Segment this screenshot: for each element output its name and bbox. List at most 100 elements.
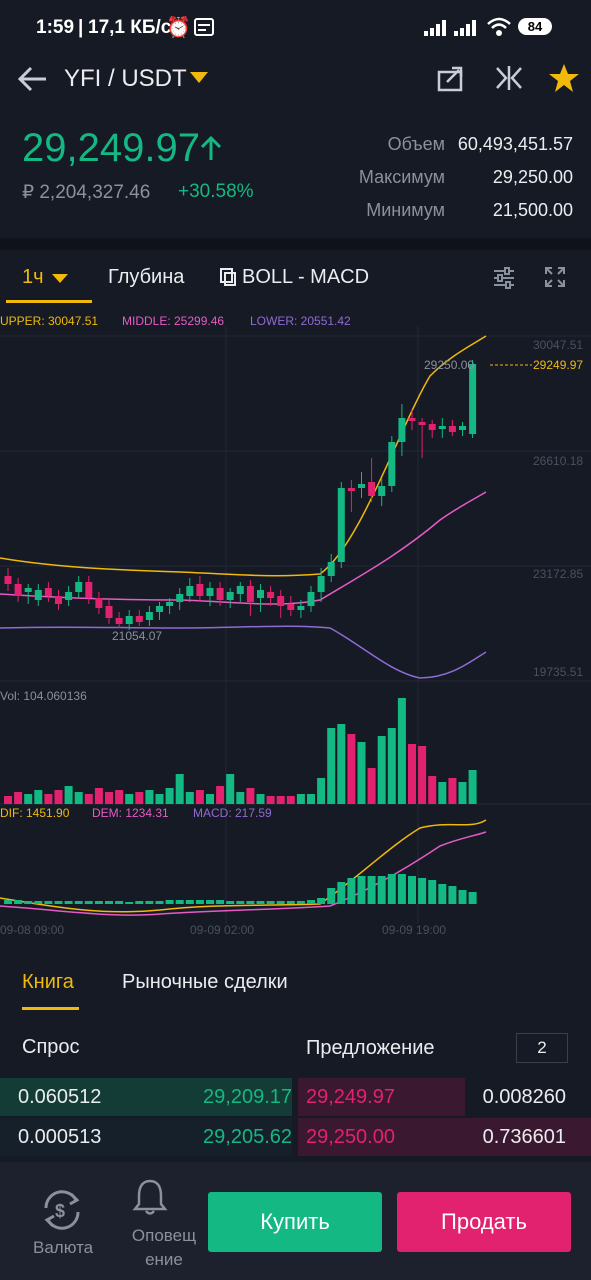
macd-histogram-bar: [307, 900, 315, 904]
candle-body: [448, 426, 456, 432]
volume-bar: [64, 786, 73, 804]
y-tick-label: 30047.51: [533, 338, 583, 352]
last-price-tag: 29249.97: [533, 358, 583, 372]
volume-bar: [377, 736, 386, 804]
macd-histogram-bar: [367, 876, 376, 904]
macd-histogram-bar: [105, 901, 113, 904]
depth-value: 2: [537, 1038, 547, 1057]
candle-body: [358, 484, 365, 488]
macd-histogram-bar: [357, 876, 366, 904]
bid-depth-bar: [0, 1118, 292, 1156]
tab-trades[interactable]: Рыночные сделки: [122, 971, 288, 993]
price-change: +30.58%: [178, 181, 254, 202]
battery-level: 84: [527, 19, 543, 34]
macd-histogram-bar: [337, 882, 346, 904]
table-row[interactable]: 0.000513 29,205.62 29,250.00 0.736601: [0, 1118, 591, 1156]
volume-bar: [387, 728, 396, 804]
macd-histogram-bar: [54, 901, 63, 904]
tab-indicators[interactable]: BOLL - MACD: [242, 266, 370, 288]
candle-body: [297, 606, 305, 610]
macd-histogram-bar: [84, 901, 93, 904]
boll-lower-label: LOWER: 20551.42: [250, 314, 351, 328]
currency-button[interactable]: $ Валюта: [22, 1180, 104, 1270]
stat-value: 60,493,451.57: [457, 134, 573, 154]
chevron-down-icon[interactable]: [190, 72, 208, 84]
chart-canvas[interactable]: UPPER: 30047.51 MIDDLE: 25299.46 LOWER: …: [0, 306, 591, 946]
compare-icon[interactable]: [494, 64, 524, 92]
candle-body: [196, 584, 204, 596]
fullscreen-icon[interactable]: [544, 266, 566, 288]
volume-bar: [84, 794, 93, 804]
stat-value: 21,500.00: [492, 200, 573, 220]
price-chart[interactable]: UPPER: 30047.51 MIDDLE: 25299.46 LOWER: …: [0, 306, 591, 946]
bottom-action-bar: $ Валюта Оповещение Купить Продать: [0, 1162, 591, 1280]
buy-button[interactable]: Купить: [208, 1192, 382, 1252]
depth-select[interactable]: 2: [516, 1033, 568, 1063]
boll-middle-line: [0, 491, 487, 605]
volume-bar: [428, 776, 437, 804]
volume-bar: [337, 724, 346, 804]
macd-dif-label: DIF: 1451.90: [0, 806, 70, 820]
macd-histogram-bar: [4, 900, 12, 904]
status-time: 1:59: [36, 17, 75, 38]
candle-body: [55, 596, 62, 604]
table-row[interactable]: 0.060512 29,209.17 29,249.97 0.008260: [0, 1078, 591, 1116]
candle-body: [156, 606, 163, 612]
macd-panel: [0, 819, 487, 916]
volume-bar: [195, 790, 204, 804]
volume-bar: [155, 794, 164, 804]
x-tick-label: 09-08 09:00: [0, 923, 64, 937]
pair-title[interactable]: YFI / USDT: [64, 65, 187, 92]
chevron-down-icon: [52, 274, 68, 283]
macd-histogram-bar: [317, 898, 326, 904]
candle-body: [398, 418, 406, 442]
chart-tabs: 1ч Глубина BOLL - MACD: [0, 250, 591, 306]
bid-price: 29,209.17: [203, 1086, 292, 1108]
candle-body: [135, 616, 143, 622]
volume-bar: [14, 792, 23, 804]
back-arrow-icon[interactable]: [16, 64, 50, 94]
status-bar: 1:59 | 17,1 КБ/с ⏰ 84: [0, 0, 591, 54]
volume-bar: [438, 782, 447, 804]
volume-bar: [206, 794, 214, 804]
macd-histogram-bar: [256, 901, 265, 904]
bell-icon: [132, 1179, 168, 1215]
volume-bar: [105, 792, 113, 804]
candle-body: [115, 618, 123, 624]
bid-amount: 0.060512: [18, 1086, 102, 1108]
macd-histogram-bar: [115, 901, 124, 904]
ask-amount: 0.736601: [482, 1126, 566, 1148]
price-summary: 29,249.97 ₽ 2,204,327.46 +30.58% Объем 6…: [0, 118, 591, 238]
stat-label: Объем: [387, 134, 445, 154]
star-icon[interactable]: [548, 62, 580, 94]
candle-body: [327, 562, 335, 576]
volume-bar: [367, 768, 376, 804]
settings-sliders-icon[interactable]: [492, 266, 516, 290]
volume-bar: [286, 796, 295, 804]
tab-depth[interactable]: Глубина: [108, 266, 185, 288]
sell-label: Продать: [441, 1209, 527, 1234]
candle-body: [459, 426, 466, 430]
macd-histogram-bar: [448, 886, 457, 904]
volume-bar: [256, 794, 265, 804]
volume-bar: [236, 792, 245, 804]
candle-body: [125, 616, 133, 624]
volume-label: Vol: 104.060136: [0, 689, 87, 703]
alerts-button[interactable]: Оповещение: [128, 1176, 204, 1276]
signal-icon: [454, 20, 476, 36]
candle-body: [317, 576, 325, 592]
tab-book[interactable]: Книга: [22, 971, 74, 993]
candle-body: [105, 606, 113, 618]
interval-label: 1ч: [22, 266, 44, 288]
volume-bar: [448, 778, 457, 804]
share-icon[interactable]: [437, 64, 465, 92]
macd-histogram-bar: [125, 902, 134, 904]
volume-bar: [175, 774, 184, 804]
interval-tab[interactable]: 1ч: [6, 250, 92, 306]
volume-bar: [246, 788, 255, 804]
y-tick-label: 23172.85: [533, 567, 583, 581]
macd-histogram-bar: [286, 901, 295, 904]
ask-depth-bar: [298, 1078, 465, 1116]
stat-label: Максимум: [358, 167, 445, 187]
sell-button[interactable]: Продать: [397, 1192, 571, 1252]
